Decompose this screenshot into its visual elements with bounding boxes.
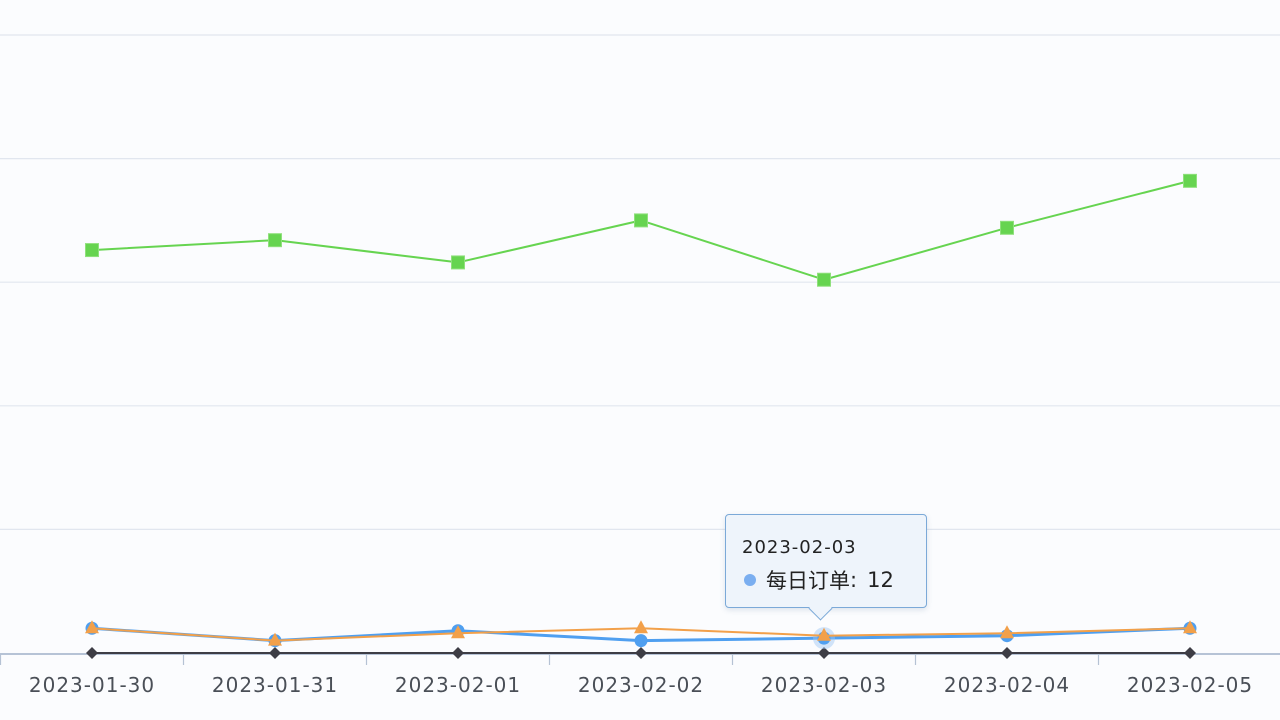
- data-point: [635, 647, 647, 659]
- grid-lines: [0, 34, 1280, 531]
- series-triangle: [85, 620, 1197, 646]
- x-axis-labels: 2023-01-30 2023-01-31 2023-02-01 2023-02-02…: [29, 673, 1253, 697]
- data-point: [1183, 620, 1197, 634]
- tooltip-value: 12: [867, 568, 894, 592]
- x-tick-label: 2023-02-04: [944, 673, 1070, 697]
- data-point: [85, 620, 99, 634]
- data-point: [1001, 647, 1013, 659]
- data-point: [86, 647, 98, 659]
- x-tick-label: 2023-02-02: [578, 673, 704, 697]
- data-point: [268, 233, 282, 248]
- data-point: [451, 625, 465, 639]
- data-point: [451, 255, 465, 270]
- x-tick-label: 2023-01-31: [212, 673, 338, 697]
- x-tick-label: 2023-01-30: [29, 673, 155, 697]
- series-line: [91, 179, 1191, 281]
- x-tick-label: 2023-02-05: [1127, 673, 1253, 697]
- data-point: [1183, 173, 1197, 188]
- tooltip: 2023-02-03 每日订单 : 12: [725, 514, 927, 621]
- series-diamond: [86, 647, 1196, 659]
- data-point: [1184, 647, 1196, 659]
- x-tick-label: 2023-02-01: [395, 673, 521, 697]
- series-dot-icon: [744, 574, 756, 586]
- data-point: [817, 627, 831, 641]
- data-point: [817, 272, 831, 287]
- data-point: [634, 620, 648, 634]
- tooltip-separator: :: [850, 568, 858, 592]
- data-point: [268, 632, 282, 646]
- data-point: [85, 243, 99, 258]
- tooltip-row: 每日订单 : 12: [744, 565, 894, 595]
- x-tick-label: 2023-02-03: [761, 673, 887, 697]
- tooltip-series-name: 每日订单: [766, 569, 850, 593]
- data-point: [269, 647, 281, 659]
- series-layer: [85, 173, 1197, 659]
- data-point: [1000, 625, 1014, 639]
- data-point: [818, 647, 830, 659]
- data-point: [1000, 220, 1014, 235]
- series-square: [85, 173, 1197, 287]
- data-point: [452, 647, 464, 659]
- data-point: [634, 634, 648, 648]
- data-point: [634, 213, 648, 228]
- tooltip-date: 2023-02-03: [742, 537, 857, 558]
